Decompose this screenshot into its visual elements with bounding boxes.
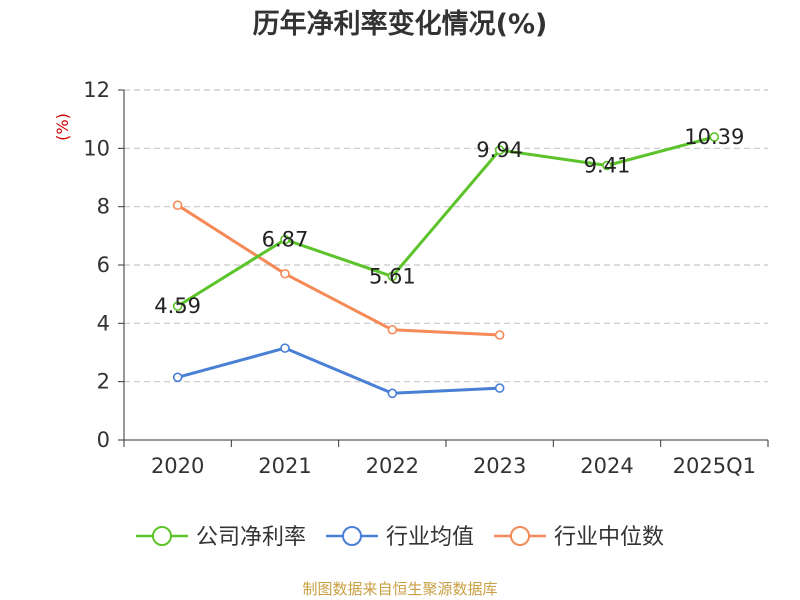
data-point-0-6-1 [280, 234, 290, 245]
y-tick-label-12: 12 [83, 78, 110, 102]
data-labels: 4.59 6.87 5.61 9.94 9.41 10.39 [154, 125, 744, 318]
legend-marker-2 [510, 526, 530, 546]
x-tick-label-2021: 2021 [258, 454, 311, 478]
data-point-0-6-3 [494, 145, 505, 155]
x-tick-label-2020: 2020 [151, 454, 204, 478]
data-point-1-6-0 [172, 372, 183, 383]
legend-item-2[interactable]: 行业中位数 [494, 525, 664, 550]
data-point-1-6-2 [387, 388, 398, 399]
legend[interactable]: 公司净利率 行业均值 行业中位数 [136, 525, 664, 550]
x-tick-label-2023: 2023 [473, 454, 526, 478]
data-point-2-6-0 [172, 200, 183, 211]
legend-label-1: 行业均值 [386, 525, 474, 550]
x-tick-label-2025Q1: 2025Q1 [673, 454, 756, 478]
series-lines [172, 132, 720, 399]
source-note: 制图数据来自恒生聚源数据库 [302, 580, 497, 598]
data-point-2-6-3 [494, 330, 505, 340]
y-tick-label-4: 4 [97, 311, 110, 335]
x-tick-label-2024: 2024 [580, 454, 633, 478]
chart-title: 历年净利率变化情况(%) [253, 8, 548, 40]
x-tick-label-2022: 2022 [366, 454, 419, 478]
data-point-2-6-1 [280, 268, 290, 279]
legend-marker-1 [342, 526, 362, 546]
legend-item-1[interactable]: 行业均值 [326, 525, 474, 550]
data-point-0-6-4 [602, 160, 612, 171]
legend-item-0[interactable]: 公司净利率 [136, 525, 306, 550]
series-line-2 [176, 203, 500, 337]
data-point-1-6-3 [494, 383, 505, 393]
data-label-2022: 5.61 [369, 264, 416, 288]
data-point-0-6-0 [172, 301, 183, 311]
data-label-2023: 9.94 [476, 138, 523, 162]
data-point-2-6-2 [387, 324, 398, 335]
y-tick-label-2: 2 [97, 370, 110, 394]
data-label-2025Q1: 10.39 [684, 125, 744, 149]
data-point-0-6-2 [387, 271, 398, 282]
grid-lines [124, 89, 768, 383]
legend-label-2: 行业中位数 [554, 525, 664, 550]
y-tick-label-0: 0 [97, 428, 110, 452]
data-label-2020: 4.59 [154, 294, 201, 318]
series-line-1 [177, 346, 500, 395]
legend-marker-0 [152, 526, 172, 546]
axes: 0 2 4 6 8 10 12 2020 2021 2022 2023 2024 2025Q1 [83, 78, 769, 478]
y-tick-label-10: 10 [83, 136, 110, 160]
data-label-2021: 6.87 [262, 228, 309, 252]
legend-label-0: 公司净利率 [196, 525, 306, 550]
series-line-0 [176, 135, 715, 308]
data-label-2024: 9.41 [584, 154, 631, 178]
data-point-0-6-5 [709, 132, 720, 142]
y-axis-label: (%) [53, 113, 72, 141]
data-point-1-6-1 [280, 343, 290, 353]
y-tick-label-6: 6 [97, 253, 110, 277]
y-tick-label-8: 8 [97, 195, 110, 219]
